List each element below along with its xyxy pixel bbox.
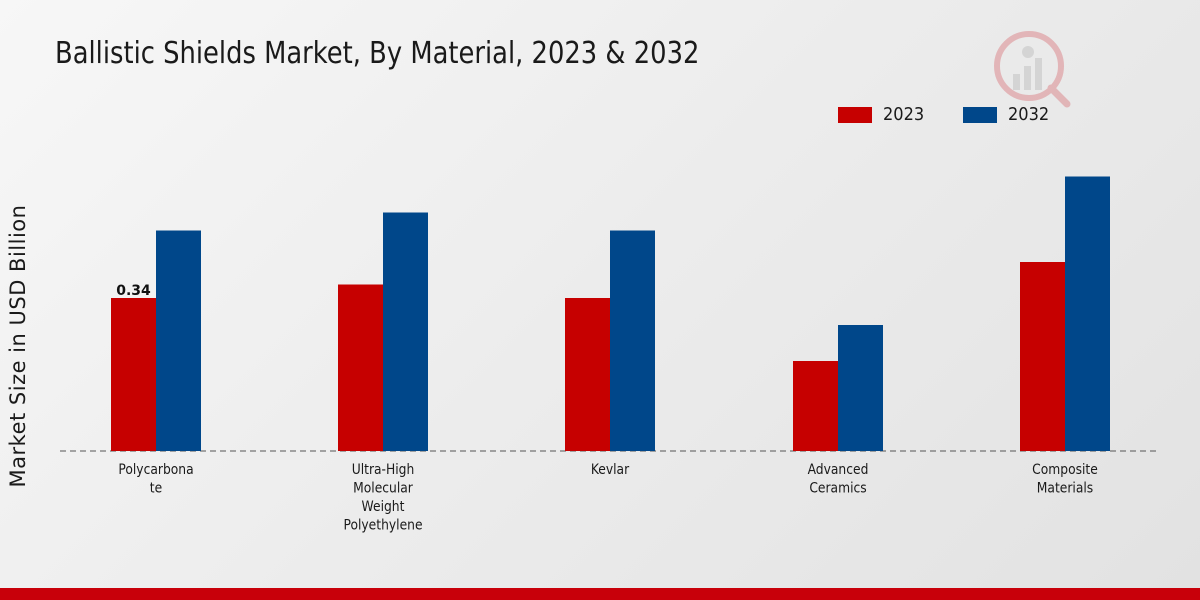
bar-2023-2 [565, 298, 610, 451]
bar-2032-4 [1065, 176, 1110, 451]
chart-title: Ballistic Shields Market, By Material, 2… [55, 36, 700, 71]
legend-swatch-2032 [962, 106, 997, 123]
bar-2023-4 [1020, 262, 1065, 451]
bar-2023-0 [111, 298, 156, 451]
x-tick-label-4: Composite Materials [1032, 462, 1098, 496]
bar-2023-1 [338, 284, 383, 451]
legend-item-2032: 2032 [962, 104, 1054, 125]
x-tick-label-3: Advanced Ceramics [808, 462, 869, 496]
legend-label-2023: 2023 [883, 104, 925, 125]
footer-bar [0, 588, 1200, 600]
legend-label-2032: 2032 [1007, 104, 1050, 125]
bar-2032-0 [156, 230, 201, 451]
bar-2032-2 [610, 230, 655, 451]
bar-2023-3 [793, 361, 838, 451]
legend-swatch-2023 [838, 106, 872, 123]
bar-2032-1 [383, 212, 428, 451]
watermark-logo-icon [994, 31, 1071, 108]
x-tick-label-1: Ultra-High Molecular Weight Polyethylene [343, 462, 422, 533]
data-label-0: 0.34 [116, 283, 151, 299]
legend-item-2023: 2023 [838, 104, 929, 125]
bar-2032-3 [838, 325, 883, 451]
x-tick-label-0: Polycarbona te [118, 462, 193, 496]
x-tick-label-2: Kevlar [591, 462, 630, 478]
legend: 2023 2032 [838, 104, 1088, 125]
